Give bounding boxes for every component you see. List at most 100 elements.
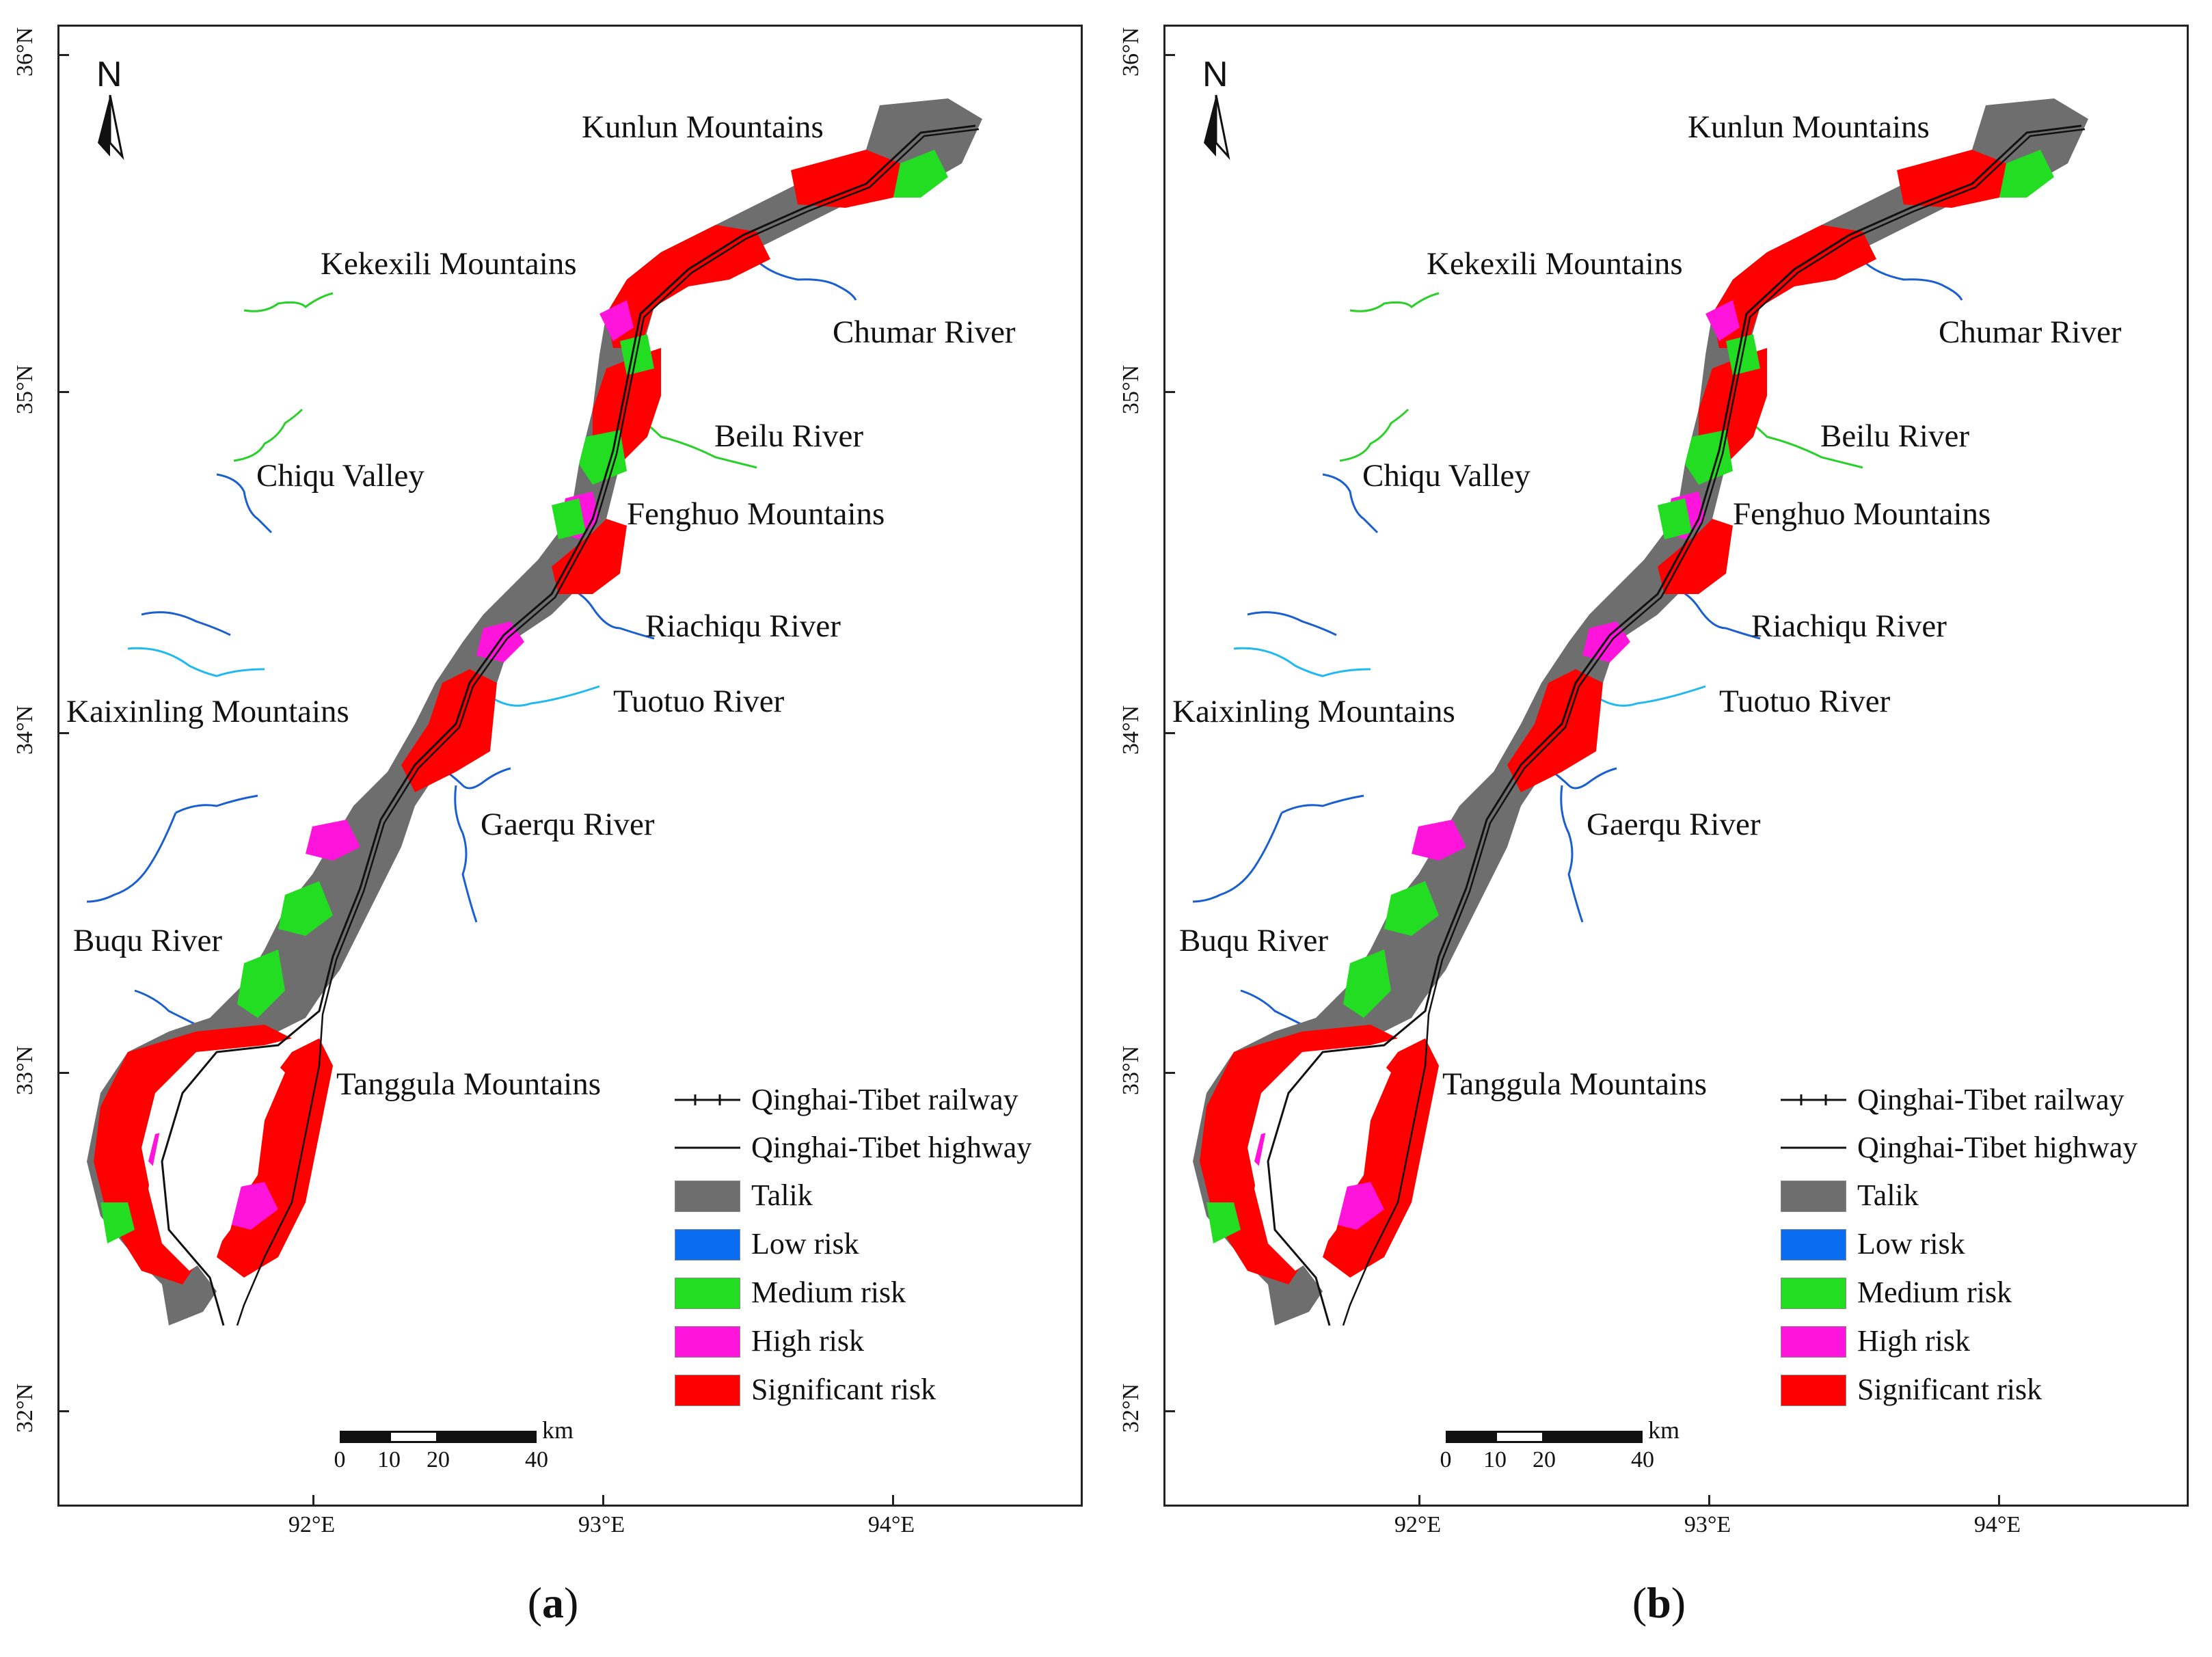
legend-swatch-talik — [675, 1181, 740, 1212]
legend-swatch-medium-risk — [1781, 1278, 1846, 1309]
scale-seg-2 — [389, 1431, 438, 1443]
label-riachiqu-river: Riachiqu River — [645, 608, 841, 644]
railway-line — [161, 124, 976, 1326]
label-kunlun-mountains: Kunlun Mountains — [582, 109, 824, 145]
label-kekexili-mountains: Kekexili Mountains — [1427, 246, 1683, 282]
label-chiqu-valley: Chiqu Valley — [1362, 458, 1530, 494]
significant-risk-zones — [94, 150, 900, 1284]
lat-label-33: 33°N — [1118, 1045, 1144, 1095]
legend-railway-label: Qinghai-Tibet railway — [751, 1083, 1019, 1116]
label-tanggula-mountains: Tanggula Mountains — [1442, 1066, 1708, 1102]
lon-tick-93 — [1708, 1495, 1710, 1505]
lat-label-33: 33°N — [12, 1045, 38, 1095]
label-tanggula-mountains: Tanggula Mountains — [336, 1066, 602, 1102]
panel-caption-close: ) — [1671, 1578, 1686, 1627]
scale-bar: 0 10 20 40 km — [334, 1416, 574, 1485]
scale-tick-40: 40 — [525, 1447, 548, 1472]
tuotuo-river-line — [127, 647, 600, 707]
legend-talik-label: Talik — [751, 1178, 813, 1212]
legend-railway-label: Qinghai-Tibet railway — [1857, 1083, 2125, 1116]
highway-line — [236, 128, 980, 1326]
lon-tick-93 — [602, 1495, 604, 1505]
lat-tick-35 — [59, 391, 69, 393]
map-frame: N Kunlun Mountains Kekexili Mountains Ch… — [1163, 25, 2189, 1507]
lat-tick-34 — [59, 732, 69, 734]
panel-caption: (b) — [1632, 1578, 1686, 1628]
scale-seg-2 — [1495, 1431, 1544, 1443]
label-kekexili-mountains: Kekexili Mountains — [321, 246, 577, 282]
map-frame: N Kunlun Mountains Kekexili Mountains Ch… — [57, 25, 1083, 1507]
legend-swatch-low-risk — [1781, 1229, 1846, 1261]
scale-seg-1 — [340, 1431, 389, 1443]
lon-label-93: 93°E — [1684, 1512, 1731, 1537]
lat-label-35: 35°N — [1118, 364, 1144, 414]
tanggula-loop-hole — [148, 1052, 285, 1271]
label-beilu-river: Beilu River — [1820, 418, 1969, 454]
scale-tick-20: 20 — [427, 1447, 450, 1472]
label-tuotuo-river: Tuotuo River — [1719, 684, 1891, 719]
scale-seg-1 — [1446, 1431, 1495, 1443]
north-letter: N — [1202, 55, 1228, 94]
legend-swatch-low-risk — [675, 1229, 740, 1261]
lat-label-32: 32°N — [1118, 1383, 1144, 1433]
label-kunlun-mountains: Kunlun Mountains — [1688, 109, 1930, 145]
legend-swatch-talik — [1781, 1181, 1846, 1212]
legend-high-risk-label: High risk — [1857, 1324, 1970, 1358]
legend-medium-risk-label: Medium risk — [751, 1276, 906, 1309]
scale-bar: 0 10 20 40 km — [1440, 1416, 1680, 1485]
label-gaerqu-river: Gaerqu River — [1587, 807, 1761, 842]
legend-significant-risk-label: Significant risk — [751, 1373, 936, 1406]
legend-highway-label: Qinghai-Tibet highway — [1857, 1131, 2138, 1164]
legend-high-risk-label: High risk — [751, 1324, 864, 1358]
scale-tick-10: 10 — [377, 1447, 401, 1472]
chiqu-left-river-line — [233, 408, 304, 462]
legend-low-risk-label: Low risk — [751, 1227, 859, 1261]
chiqu-valley-river-line — [216, 473, 273, 534]
label-gaerqu-river: Gaerqu River — [481, 807, 655, 842]
lat-label-35: 35°N — [12, 364, 38, 414]
panel-caption-open: ( — [527, 1578, 542, 1627]
gaerqu-river-line — [1548, 767, 1617, 923]
map-panel-a: N Kunlun Mountains Kekexili Mountains Ch… — [12, 25, 1083, 1628]
highway-symbol-icon — [1781, 1146, 1846, 1149]
lat-label-34: 34°N — [1118, 705, 1144, 755]
map-panel-b: N Kunlun Mountains Kekexili Mountains Ch… — [1106, 0, 2212, 1657]
risk-map — [86, 94, 982, 1326]
lon-tick-92 — [312, 1495, 314, 1505]
chumar-river-line — [748, 252, 857, 301]
risk-map — [1192, 94, 2088, 1326]
north-arrow-icon — [98, 94, 124, 161]
lat-tick-35 — [1165, 391, 1175, 393]
lon-tick-94 — [1998, 1495, 2000, 1505]
label-kaixinling-mountains: Kaixinling Mountains — [66, 694, 349, 729]
panel-caption: (a) — [528, 1578, 579, 1628]
scale-seg-3 — [438, 1431, 537, 1443]
lat-label-32: 32°N — [12, 1383, 38, 1433]
legend-swatch-significant-risk — [1781, 1375, 1846, 1406]
legend-swatch-medium-risk — [675, 1278, 740, 1309]
lat-tick-36 — [1165, 54, 1175, 56]
legend-swatch-high-risk — [1781, 1326, 1846, 1358]
legend-low-risk-label: Low risk — [1857, 1227, 1965, 1261]
lat-label-34: 34°N — [12, 705, 38, 755]
label-buqu-river: Buqu River — [1179, 923, 1329, 958]
scale-tick-10: 10 — [1483, 1447, 1507, 1472]
riachiqu-left-river-line — [1247, 611, 1337, 636]
legend-swatch-significant-risk — [675, 1375, 740, 1406]
label-tuotuo-river: Tuotuo River — [613, 684, 785, 719]
panel-caption-open: ( — [1632, 1578, 1647, 1627]
tuotuo-river-line — [1233, 647, 1706, 707]
lon-label-94: 94°E — [1973, 1512, 2021, 1537]
kaixinling-river-line — [86, 794, 258, 903]
label-fenghuo-mountains: Fenghuo Mountains — [1733, 496, 1991, 532]
kekexili-river-line — [1349, 292, 1440, 312]
label-chumar-river: Chumar River — [1939, 314, 2122, 350]
label-chumar-river: Chumar River — [833, 314, 1016, 350]
scale-tick-40: 40 — [1631, 1447, 1654, 1472]
scale-seg-3 — [1544, 1431, 1643, 1443]
north-arrow-icon — [1204, 94, 1230, 161]
chiqu-left-river-line — [1339, 408, 1410, 462]
railway-symbol-icon — [1781, 1094, 1846, 1105]
label-buqu-river: Buqu River — [73, 923, 223, 958]
label-riachiqu-river: Riachiqu River — [1751, 608, 1947, 644]
